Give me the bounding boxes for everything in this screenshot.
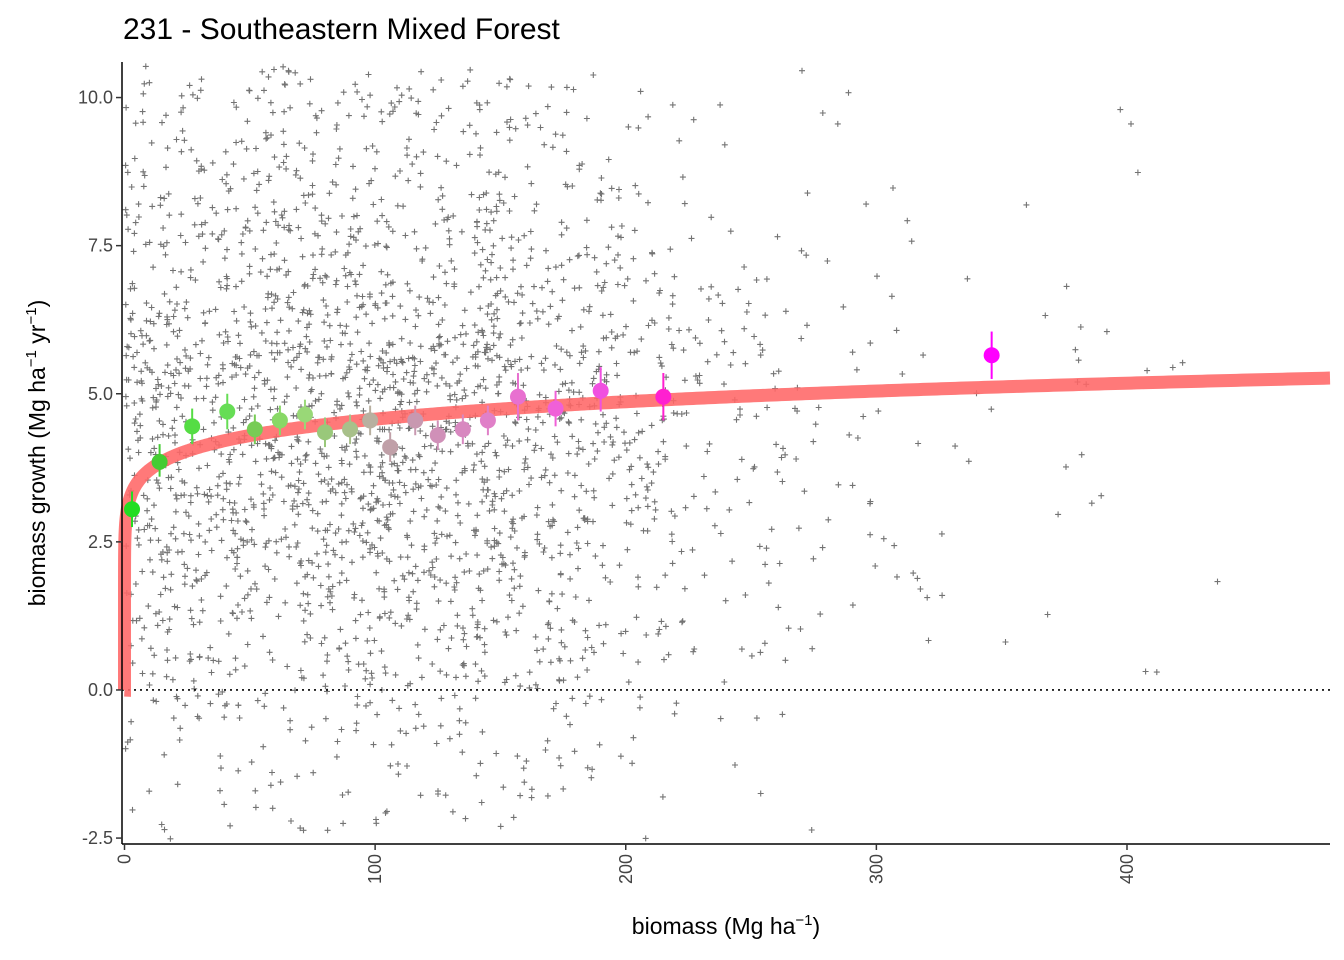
binned-mean-point bbox=[272, 412, 288, 428]
binned-mean-point bbox=[382, 439, 398, 455]
x-axis-ticks: 0 100 200 300 400 bbox=[115, 844, 1137, 884]
binned-mean-13 bbox=[455, 414, 471, 444]
y-tick-label: 7.5 bbox=[88, 236, 113, 256]
binned-mean-point bbox=[510, 389, 526, 405]
binned-mean-16 bbox=[548, 391, 564, 427]
x-tick-label: 200 bbox=[616, 854, 636, 884]
x-axis-label-base: biomass (Mg ha bbox=[632, 913, 796, 939]
binned-mean-2 bbox=[184, 409, 200, 445]
x-axis-label-end: ) bbox=[813, 913, 821, 939]
binned-mean-point bbox=[152, 454, 168, 470]
binned-mean-point bbox=[247, 421, 263, 437]
scatter-layer bbox=[123, 63, 1221, 841]
binned-mean-point bbox=[362, 412, 378, 428]
y-axis-ticks: -2.5 0.0 2.5 5.0 7.5 10.0 bbox=[78, 88, 122, 849]
binned-mean-point bbox=[124, 501, 140, 517]
x-axis-label: biomass (Mg ha−1) bbox=[632, 912, 820, 939]
binned-mean-point bbox=[342, 421, 358, 437]
binned-mean-18 bbox=[655, 373, 671, 420]
binned-mean-point bbox=[430, 427, 446, 443]
y-axis-label-end: ) bbox=[24, 300, 50, 308]
y-axis-label-part1: biomass growth (Mg ha bbox=[24, 367, 50, 606]
y-axis-label-sup1: −1 bbox=[23, 350, 40, 367]
y-axis-label-mid: yr bbox=[24, 324, 50, 350]
binned-mean-point bbox=[984, 347, 1000, 363]
binned-mean-point bbox=[317, 424, 333, 440]
y-tick-label: 2.5 bbox=[88, 532, 113, 552]
scatter-point-cloud bbox=[123, 63, 1221, 841]
y-tick-label: 0.0 bbox=[88, 680, 113, 700]
binned-mean-point bbox=[219, 404, 235, 420]
y-tick-label: -2.5 bbox=[82, 828, 113, 848]
x-axis-label-sup: −1 bbox=[795, 912, 812, 929]
binned-mean-19 bbox=[984, 332, 1000, 379]
binned-mean-point bbox=[455, 421, 471, 437]
x-tick-label: 400 bbox=[1117, 854, 1137, 884]
binned-mean-point bbox=[184, 418, 200, 434]
chart-title: 231 - Southeastern Mixed Forest bbox=[123, 13, 561, 46]
binned-mean-point bbox=[407, 412, 423, 428]
binned-mean-point bbox=[593, 383, 609, 399]
binned-mean-9 bbox=[362, 406, 378, 436]
y-tick-label: 5.0 bbox=[88, 384, 113, 404]
binned-mean-point bbox=[480, 412, 496, 428]
binned-mean-point bbox=[297, 406, 313, 422]
x-tick-label: 0 bbox=[115, 854, 135, 864]
y-axis-label: biomass growth (Mg ha−1 yr−1) bbox=[23, 300, 50, 607]
binned-mean-point bbox=[655, 389, 671, 405]
binned-means-layer bbox=[124, 332, 1000, 528]
y-tick-label: 10.0 bbox=[78, 88, 113, 108]
binned-mean-point bbox=[548, 401, 564, 417]
binned-mean-10 bbox=[382, 432, 398, 462]
binned-mean-3 bbox=[219, 394, 235, 430]
y-axis-label-sup2: −1 bbox=[23, 307, 40, 324]
x-tick-label: 300 bbox=[866, 854, 886, 884]
x-tick-label: 100 bbox=[365, 854, 385, 884]
